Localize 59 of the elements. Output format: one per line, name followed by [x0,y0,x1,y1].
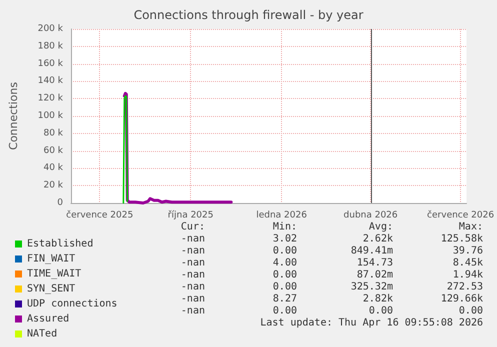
legend-label: NATed [27,328,58,340]
text: 0.00 [458,306,483,316]
text: 1.94k [452,270,483,280]
text: 8.45k [452,258,483,268]
y-tick-label: 200 k [38,24,64,34]
y-tick-label: 0 [57,198,64,208]
text: 2.62k [362,234,393,244]
text: Avg: [368,222,393,232]
y-tick-label: 120 k [38,94,64,104]
chart-title: Connections through firewall - by year [134,8,364,22]
line-series [122,95,128,204]
text: -nan [180,234,205,244]
text: Cur: [180,222,205,232]
x-tick-label: července 2025 [66,210,134,220]
text: 0.00 [368,306,393,316]
legend-label: TIME_WAIT [27,268,82,280]
text: 849.41m [350,246,393,256]
y-tick-label: 20 k [43,180,64,191]
y-tick-label: 140 k [38,76,64,86]
x-tick-label: října 2025 [168,210,214,220]
legend-label: Assured [27,314,70,324]
text: -nan [180,246,205,256]
text: Last update: Thu Apr 16 09:55:08 2026 [260,318,484,328]
y-tick-label: 40 k [43,163,64,174]
text: -nan [180,306,205,316]
text: -nan [180,294,205,304]
text: 2.82k [362,294,393,304]
text: 154.73 [356,258,393,268]
y-tick-label: 80 k [43,128,64,138]
text: -nan [180,258,205,268]
y-tick-label: 160 k [38,58,64,69]
x-tick-label: dubna 2026 [344,210,398,220]
text: 125.58k [440,234,483,244]
text: 0.00 [272,306,297,316]
text: 39.76 [452,246,483,256]
text: 272.53 [446,282,483,292]
text: 87.02m [356,270,393,280]
text: 129.66k [440,294,483,304]
text: Min: [272,222,297,232]
text: 8.27 [272,294,297,304]
text: 3.02 [272,234,297,244]
y-axis-title: Connections [7,82,20,150]
text: Max: [458,222,483,232]
text: 0.00 [272,270,297,280]
x-tick-label: července 2026 [427,210,494,220]
legend-label: Established [27,238,94,250]
text: -nan [180,270,205,280]
legend-label: SYN_SENT [27,284,76,294]
y-tick-label: 180 k [38,41,64,52]
text: 0.00 [272,246,297,256]
text: 325.32m [350,282,393,292]
legend-label: FIN_WAIT [27,254,76,264]
x-tick-label: ledna 2026 [256,210,308,220]
text: -nan [180,282,205,292]
text: 4.00 [272,258,297,268]
y-tick-label: 60 k [43,146,64,156]
legend-label: UDP connections [27,298,118,310]
text: 0.00 [272,282,297,292]
y-tick-label: 100 k [38,111,64,121]
